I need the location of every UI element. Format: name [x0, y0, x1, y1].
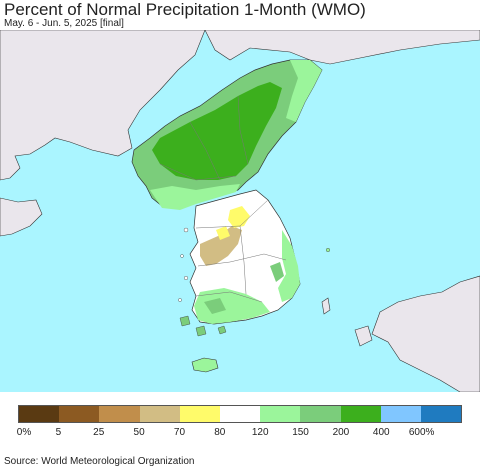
china-coast-lower — [0, 197, 43, 237]
legend-label: 70 — [173, 427, 186, 438]
legend-label: 80 — [214, 427, 226, 438]
date-range-subtitle: May. 6 - Jun. 5, 2025 [final] — [4, 18, 124, 29]
jeju-island — [191, 357, 219, 373]
legend-swatch — [139, 406, 180, 422]
legend-label: 25 — [93, 427, 105, 438]
south-korea-south-green — [194, 288, 270, 324]
legend-color-bar — [18, 405, 462, 423]
province-boundaries — [159, 95, 287, 303]
legend-swatch — [300, 406, 341, 422]
precipitation-map — [0, 30, 480, 392]
legend-swatch — [340, 406, 381, 422]
north-korea-ne — [286, 60, 322, 122]
south-korea-dry-tan — [200, 226, 242, 266]
japan-land — [371, 275, 480, 392]
south-korea-southwest-green — [204, 298, 226, 314]
legend-label: 0% — [16, 427, 32, 438]
legend-label: 150 — [292, 427, 309, 438]
north-korea-core — [152, 82, 282, 180]
japan-island-small — [354, 325, 373, 347]
page-title: Percent of Normal Precipitation 1-Month … — [4, 0, 366, 19]
tsushima-island — [321, 297, 331, 315]
legend-swatch — [260, 406, 301, 422]
legend-swatch — [19, 406, 60, 422]
legend-swatch — [99, 406, 140, 422]
south-korea-dry-yellow — [228, 206, 250, 228]
south-korea-east-darker — [270, 262, 284, 282]
china-land — [0, 30, 206, 181]
west-coast-islands — [178, 227, 189, 302]
legend-label: 400 — [372, 427, 390, 438]
source-credit: Source: World Meteorological Organizatio… — [4, 456, 195, 467]
legend-labels: 0% 5 25 50 70 80 120 150 200 400 600% — [16, 427, 462, 441]
ulleung-island — [326, 247, 331, 252]
southern-islands — [179, 315, 227, 337]
legend-label: 200 — [332, 427, 350, 438]
legend-label: 600% — [408, 427, 435, 438]
north-korea-south-band — [150, 184, 240, 210]
legend-swatch — [59, 406, 100, 422]
legend-label: 5 — [55, 427, 62, 438]
legend-swatch — [380, 406, 421, 422]
legend-label: 50 — [133, 427, 145, 438]
south-korea-east-green — [278, 230, 300, 302]
legend-swatch — [179, 406, 220, 422]
russia-land — [204, 30, 480, 65]
legend-swatch — [420, 406, 462, 422]
south-korea-dry-yellow-2 — [216, 226, 230, 240]
legend-swatch — [219, 406, 261, 422]
legend-label: 120 — [251, 427, 269, 438]
